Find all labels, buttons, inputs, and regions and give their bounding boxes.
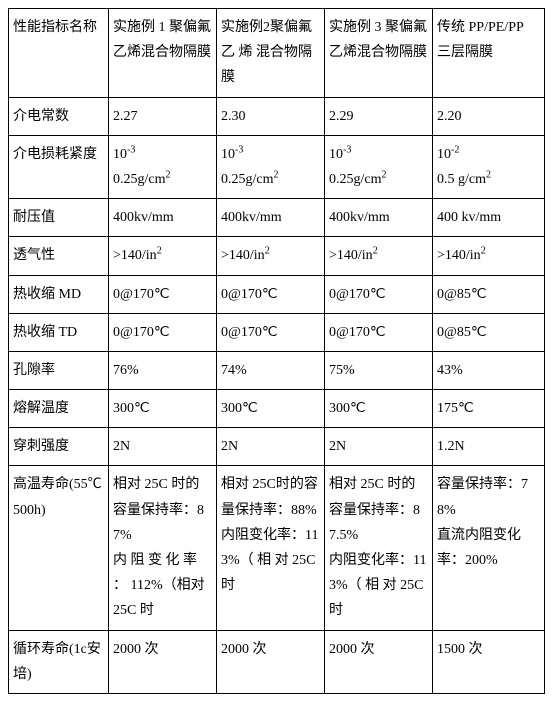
table-row: 介电损耗紧度 10-30.25g/cm2 10-30.25g/cm2 10-30… [9,135,545,198]
cell: >140/in2 [433,237,545,275]
table-row: 熔解温度 300℃ 300℃ 300℃ 175℃ [9,390,545,428]
row-label: 介电损耗紧度 [9,135,109,198]
row-label: 热收缩 MD [9,275,109,313]
cell: 10-30.25g/cm2 [217,135,325,198]
cell: 0@170℃ [217,275,325,313]
table-row: 介电常数 2.27 2.30 2.29 2.20 [9,97,545,135]
cell: 10-30.25g/cm2 [325,135,433,198]
cell: 2N [217,428,325,466]
cell: 2N [109,428,217,466]
cell: 相对 25C时的容量保持率：88%内阻变化率：113%（ 相 对 25C 时 [217,466,325,630]
table-row: 热收缩 TD 0@170℃ 0@170℃ 0@170℃ 0@85℃ [9,313,545,351]
table-row: 透气性 >140/in2 >140/in2 >140/in2 >140/in2 [9,237,545,275]
cell: 1.2N [433,428,545,466]
cell: 2000 次 [217,630,325,693]
cell: 76% [109,351,217,389]
cell: >140/in2 [325,237,433,275]
cell: 75% [325,351,433,389]
cell: >140/in2 [217,237,325,275]
cell: 300℃ [325,390,433,428]
cell: 2.29 [325,97,433,135]
table-row: 孔隙率 76% 74% 75% 43% [9,351,545,389]
row-label: 透气性 [9,237,109,275]
row-label: 熔解温度 [9,390,109,428]
cell: 0@170℃ [109,313,217,351]
cell: 相对 25C 时的容量保持率：87.5%内阻变化率：113%（ 相 对 25C … [325,466,433,630]
cell: 2000 次 [109,630,217,693]
cell: >140/in2 [109,237,217,275]
row-label: 耐压值 [9,199,109,237]
row-label: 热收缩 TD [9,313,109,351]
row-label: 介电常数 [9,97,109,135]
table-row: 高温寿命(55℃500h) 相对 25C 时的容量保持率：87%内 阻 变 化 … [9,466,545,630]
cell: 容量保持率：78%直流内阻变化率：200% [433,466,545,630]
row-label: 循环寿命(1c安培) [9,630,109,693]
table-row: 热收缩 MD 0@170℃ 0@170℃ 0@170℃ 0@85℃ [9,275,545,313]
cell: 400kv/mm [325,199,433,237]
cell: 1500 次 [433,630,545,693]
cell: 0@170℃ [217,313,325,351]
cell: 0@170℃ [325,275,433,313]
cell: 2N [325,428,433,466]
cell: 400 kv/mm [433,199,545,237]
cell: 0@170℃ [109,275,217,313]
comparison-table: 性能指标名称 实施例 1 聚偏氟乙烯混合物隔膜 实施例2聚偏氟乙 烯 混合物隔膜… [8,8,545,694]
cell: 2.30 [217,97,325,135]
row-label: 穿刺强度 [9,428,109,466]
cell: 300℃ [109,390,217,428]
table-row: 穿刺强度 2N 2N 2N 1.2N [9,428,545,466]
cell: 10-30.25g/cm2 [109,135,217,198]
cell: 400kv/mm [217,199,325,237]
cell: 74% [217,351,325,389]
cell: 300℃ [217,390,325,428]
table-row: 耐压值 400kv/mm 400kv/mm 400kv/mm 400 kv/mm [9,199,545,237]
table-row: 循环寿命(1c安培) 2000 次 2000 次 2000 次 1500 次 [9,630,545,693]
cell: 2000 次 [325,630,433,693]
table-header-row: 性能指标名称 实施例 1 聚偏氟乙烯混合物隔膜 实施例2聚偏氟乙 烯 混合物隔膜… [9,9,545,98]
row-label: 孔隙率 [9,351,109,389]
cell: 0@170℃ [325,313,433,351]
cell: 400kv/mm [109,199,217,237]
cell: 43% [433,351,545,389]
header-cell: 实施例 3 聚偏氟乙烯混合物隔膜 [325,9,433,98]
header-cell: 性能指标名称 [9,9,109,98]
row-label: 高温寿命(55℃500h) [9,466,109,630]
cell: 2.27 [109,97,217,135]
cell: 175℃ [433,390,545,428]
header-cell: 实施例2聚偏氟乙 烯 混合物隔膜 [217,9,325,98]
cell: 0@85℃ [433,313,545,351]
cell: 10-20.5 g/cm2 [433,135,545,198]
header-cell: 传统 PP/PE/PP 三层隔膜 [433,9,545,98]
cell: 相对 25C 时的容量保持率：87%内 阻 变 化 率 ： 112%（相对 25… [109,466,217,630]
header-cell: 实施例 1 聚偏氟乙烯混合物隔膜 [109,9,217,98]
cell: 2.20 [433,97,545,135]
cell: 0@85℃ [433,275,545,313]
